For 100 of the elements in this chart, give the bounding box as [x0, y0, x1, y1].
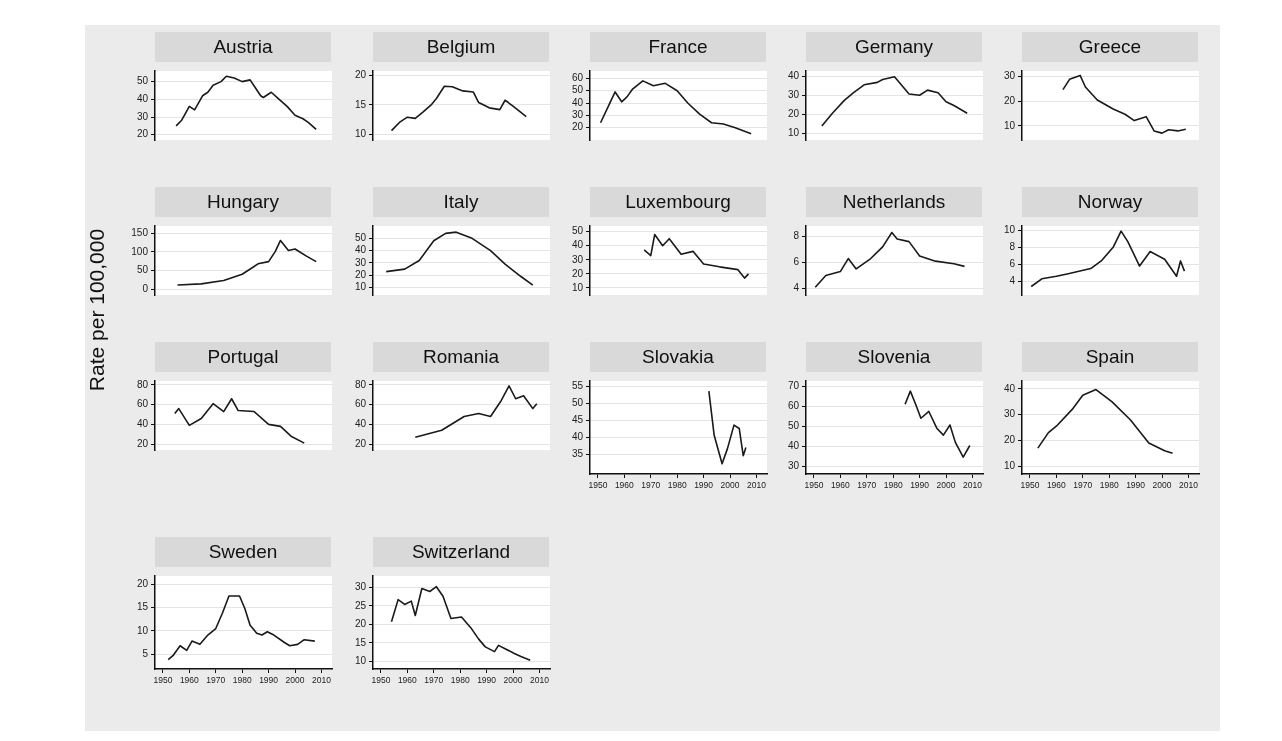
- y-tick-label: 30: [1003, 70, 1016, 82]
- y-tick-label: 50: [136, 264, 149, 276]
- y-tick-label: 40: [354, 418, 367, 430]
- x-tick-label: 1990: [477, 675, 497, 686]
- y-tick-label: 30: [571, 109, 584, 121]
- y-tick-label: 80: [354, 378, 367, 390]
- y-tick-label: 10: [1003, 224, 1016, 236]
- x-tick-label: 1970: [857, 480, 877, 491]
- y-tick-label: 20: [571, 121, 584, 133]
- y-tick-label: 50: [571, 397, 584, 409]
- y-tick-label: 30: [571, 253, 584, 265]
- y-tick-label: 20: [136, 578, 149, 590]
- y-tick-label: 15: [354, 98, 367, 110]
- y-tick-label: 40: [787, 70, 800, 82]
- x-tick-label: 2000: [936, 480, 956, 491]
- y-tick-label: 40: [571, 96, 584, 108]
- y-tick-label: 40: [136, 93, 149, 105]
- y-tick-label: 80: [136, 378, 149, 390]
- chart-title: Norway: [1022, 187, 1198, 217]
- chart-title: Greece: [1022, 32, 1198, 62]
- y-tick-label: 40: [1003, 382, 1016, 394]
- x-tick-label: 1950: [804, 480, 824, 491]
- chart-title: France: [590, 32, 766, 62]
- y-tick-label: 20: [571, 267, 584, 279]
- chart-title: Hungary: [155, 187, 331, 217]
- x-tick-label: 2010: [746, 480, 767, 491]
- y-tick-label: 30: [787, 459, 800, 471]
- y-tick-label: 10: [354, 127, 367, 139]
- y-tick-label: 10: [787, 127, 800, 139]
- x-tick-label: 1970: [641, 480, 661, 491]
- y-tick-label: 30: [136, 110, 149, 122]
- y-tick-label: 45: [571, 414, 584, 426]
- y-tick-label: 20: [354, 618, 367, 630]
- x-tick-label: 1950: [588, 480, 608, 491]
- y-tick-label: 50: [136, 75, 149, 87]
- y-tick-label: 8: [1009, 241, 1016, 253]
- x-tick-label: 1980: [1099, 480, 1119, 491]
- y-tick-label: 60: [136, 398, 149, 410]
- y-tick-label: 20: [787, 108, 800, 120]
- chart-title: Sweden: [155, 537, 331, 567]
- chart-title: Belgium: [373, 32, 549, 62]
- y-tick-label: 30: [1003, 408, 1016, 420]
- y-tick-label: 40: [136, 418, 149, 430]
- chart-title: Italy: [373, 187, 549, 217]
- x-tick-label: 1960: [397, 675, 418, 686]
- y-tick-label: 10: [571, 281, 584, 293]
- y-tick-label: 30: [354, 256, 367, 268]
- x-tick-label: 2000: [285, 675, 305, 686]
- y-tick-label: 20: [136, 437, 149, 449]
- x-tick-label: 1960: [614, 480, 635, 491]
- y-tick-label: 50: [787, 419, 800, 431]
- y-tick-label: 35: [571, 448, 584, 460]
- chart-title: Portugal: [155, 342, 331, 372]
- y-tick-label: 40: [354, 244, 367, 256]
- y-tick-label: 100: [131, 245, 149, 257]
- x-tick-label: 1960: [179, 675, 200, 686]
- y-tick-label: 150: [131, 227, 149, 239]
- x-tick-label: 1980: [667, 480, 687, 491]
- x-tick-label: 1990: [259, 675, 279, 686]
- y-tick-label: 10: [354, 281, 367, 293]
- chart-title: Slovakia: [590, 342, 766, 372]
- y-tick-label: 10: [354, 655, 367, 666]
- chart-title: Spain: [1022, 342, 1198, 372]
- x-tick-label: 1950: [371, 675, 391, 686]
- y-tick-label: 50: [354, 232, 367, 244]
- x-tick-label: 1990: [910, 480, 930, 491]
- x-tick-label: 2010: [311, 675, 332, 686]
- y-tick-label: 6: [793, 256, 800, 268]
- y-tick-label: 10: [1003, 119, 1016, 131]
- chart-title: Romania: [373, 342, 549, 372]
- y-tick-label: 4: [1009, 275, 1016, 287]
- y-tick-label: 50: [571, 225, 584, 237]
- x-tick-label: 2000: [1152, 480, 1172, 491]
- x-tick-label: 2010: [962, 480, 983, 491]
- y-tick-label: 4: [793, 282, 800, 294]
- x-tick-label: 1980: [450, 675, 470, 686]
- x-tick-label: 1980: [232, 675, 252, 686]
- y-tick-label: 20: [1003, 94, 1016, 106]
- x-tick-label: 1970: [206, 675, 226, 686]
- y-tick-label: 40: [571, 431, 584, 443]
- chart-title: Switzerland: [373, 537, 549, 567]
- x-tick-label: 2010: [529, 675, 550, 686]
- y-tick-label: 60: [354, 398, 367, 410]
- y-tick-label: 70: [787, 380, 800, 392]
- y-tick-label: 5: [142, 647, 149, 659]
- y-tick-label: 15: [354, 636, 367, 648]
- x-tick-label: 1970: [424, 675, 444, 686]
- y-tick-label: 8: [793, 230, 800, 242]
- chart-title: Luxembourg: [590, 187, 766, 217]
- chart-title: Netherlands: [806, 187, 982, 217]
- x-tick-label: 2010: [1178, 480, 1199, 491]
- y-tick-label: 40: [787, 439, 800, 451]
- x-tick-label: 1950: [1020, 480, 1040, 491]
- y-tick-label: 10: [136, 624, 149, 636]
- chart-title: Germany: [806, 32, 982, 62]
- y-tick-label: 60: [571, 72, 584, 84]
- y-tick-label: 20: [354, 269, 367, 281]
- x-tick-label: 1960: [1046, 480, 1067, 491]
- y-tick-label: 40: [571, 239, 584, 251]
- y-tick-label: 55: [571, 380, 584, 392]
